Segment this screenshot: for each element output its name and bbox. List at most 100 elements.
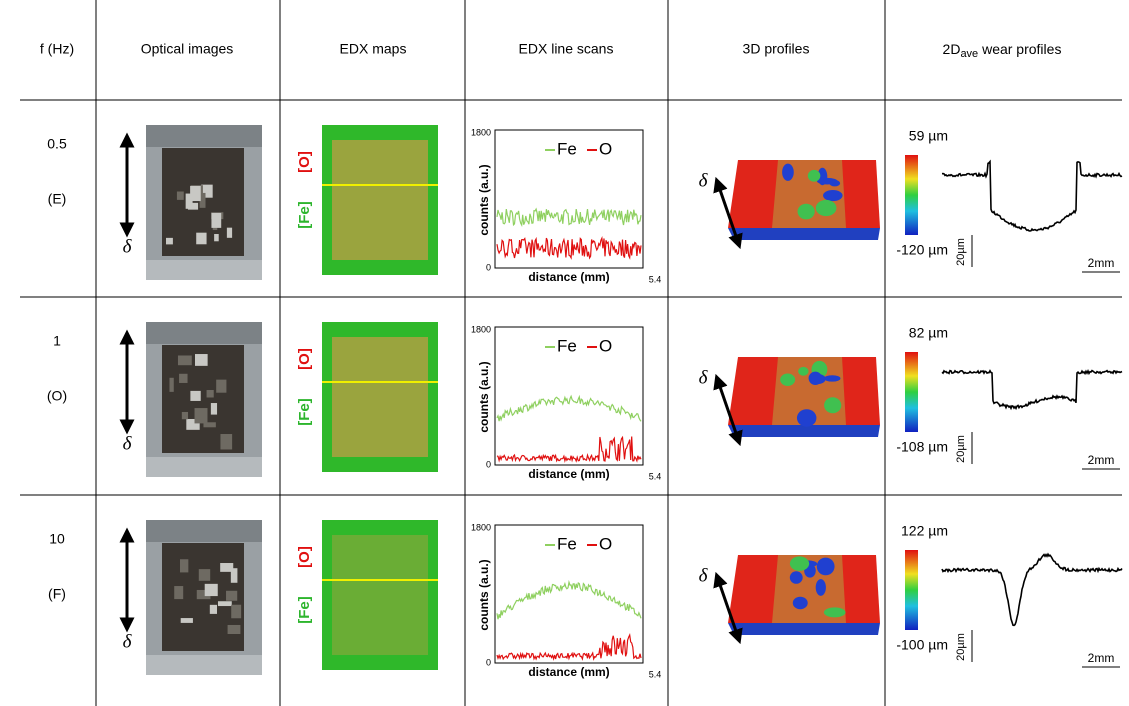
sliding-arrow — [713, 571, 743, 645]
delta-symbol: δ — [699, 170, 709, 191]
sliding-arrow — [713, 176, 743, 250]
plot-frame — [494, 129, 644, 269]
debris-spot — [203, 422, 216, 428]
y-max: 1800 — [471, 522, 491, 532]
sliding-arrow — [713, 373, 743, 447]
debris-spot — [196, 589, 211, 600]
y-max: 1800 — [471, 127, 491, 137]
debris-spot — [220, 434, 233, 450]
edx-oxide — [332, 140, 428, 260]
header: 3D profiles — [743, 41, 810, 57]
header: 2Dave wear profiles — [943, 41, 1062, 60]
wear-pit — [797, 203, 815, 220]
debris-spot — [226, 227, 233, 238]
map-label-o: [O] — [296, 348, 313, 370]
debris-spot — [180, 618, 193, 623]
optical-frame-band — [146, 125, 262, 147]
edx-oxide — [332, 535, 428, 655]
wear-profile — [941, 159, 1123, 232]
regime: (O) — [47, 388, 67, 404]
x-max: 5.4 — [649, 274, 662, 284]
debris-spot — [186, 418, 200, 430]
header: EDX maps — [340, 41, 407, 57]
debris-spot — [231, 604, 242, 619]
x-max: 5.4 — [649, 669, 662, 679]
frequency: 10 — [49, 531, 65, 547]
debris-spot — [185, 193, 193, 209]
x-scale: 2mm — [1088, 256, 1115, 270]
y-min: 0 — [486, 262, 491, 272]
slab-side — [728, 228, 880, 240]
o-scan — [496, 435, 642, 463]
debris-spot — [174, 586, 184, 600]
wear-pit — [780, 373, 796, 386]
map-label-o: [O] — [296, 546, 313, 568]
z-max: 82 µm — [909, 325, 948, 341]
y-label: counts (a.u.) — [477, 361, 491, 432]
wear-pit — [816, 557, 835, 576]
optical-frame-band — [146, 655, 262, 675]
regime: (F) — [48, 586, 66, 602]
debris-spot — [227, 624, 241, 635]
x-label: distance (mm) — [528, 467, 609, 481]
debris-spot — [199, 192, 206, 208]
debris-spot — [209, 604, 218, 614]
y-max: 1800 — [471, 324, 491, 334]
edx-oxide — [332, 337, 428, 457]
legend-o: O — [599, 336, 612, 355]
plot-frame — [494, 326, 644, 466]
delta-symbol: δ — [123, 631, 133, 652]
z-max: 122 µm — [901, 523, 948, 539]
z-scale: 20µm — [955, 435, 967, 463]
slab-side — [728, 623, 880, 635]
debris-spot — [177, 355, 192, 366]
wear-pit — [798, 366, 809, 376]
frequency: 1 — [53, 333, 61, 349]
delta-symbol: δ — [699, 565, 709, 586]
wear-pit — [789, 571, 803, 584]
debris-spot — [217, 601, 232, 607]
debris-spot — [179, 373, 188, 383]
map-label-o: [O] — [296, 151, 313, 173]
debris-spot — [187, 202, 199, 210]
z-max: 59 µm — [909, 128, 948, 144]
slab-side — [728, 425, 880, 437]
wear-pit — [815, 579, 826, 596]
frequency: 0.5 — [47, 136, 67, 152]
legend-fe: Fe — [557, 534, 577, 553]
wear-pit — [824, 397, 842, 414]
debris-spot — [204, 583, 218, 597]
optical-frame-band — [146, 260, 262, 280]
legend-o: O — [599, 139, 612, 158]
debris-spot — [211, 212, 222, 228]
debris-spot — [201, 184, 213, 198]
wear-pit — [823, 189, 843, 202]
delta-symbol: δ — [123, 433, 133, 454]
debris-spot — [195, 354, 208, 366]
regime: (E) — [48, 191, 67, 207]
debris-spot — [226, 590, 238, 601]
x-max: 5.4 — [649, 471, 662, 481]
header: f (Hz) — [40, 41, 74, 57]
z-min: -100 µm — [896, 637, 948, 653]
y-min: 0 — [486, 459, 491, 469]
y-min: 0 — [486, 657, 491, 667]
x-label: distance (mm) — [528, 665, 609, 679]
wear-pit — [817, 167, 828, 186]
legend-o: O — [599, 534, 612, 553]
y-label: counts (a.u.) — [477, 559, 491, 630]
header: Optical images — [141, 41, 234, 57]
debris-spot — [166, 237, 173, 245]
z-scale: 20µm — [955, 238, 967, 266]
optical-frame-band — [146, 520, 262, 542]
debris-spot — [176, 191, 184, 200]
debris-spot — [179, 559, 189, 573]
x-label: distance (mm) — [528, 270, 609, 284]
z-scale: 20µm — [955, 633, 967, 661]
fe-scan — [496, 207, 642, 228]
optical-frame-band — [146, 322, 262, 344]
wear-pit — [792, 596, 808, 610]
wear-pit — [796, 409, 817, 427]
map-label-fe: [Fe] — [296, 398, 313, 426]
